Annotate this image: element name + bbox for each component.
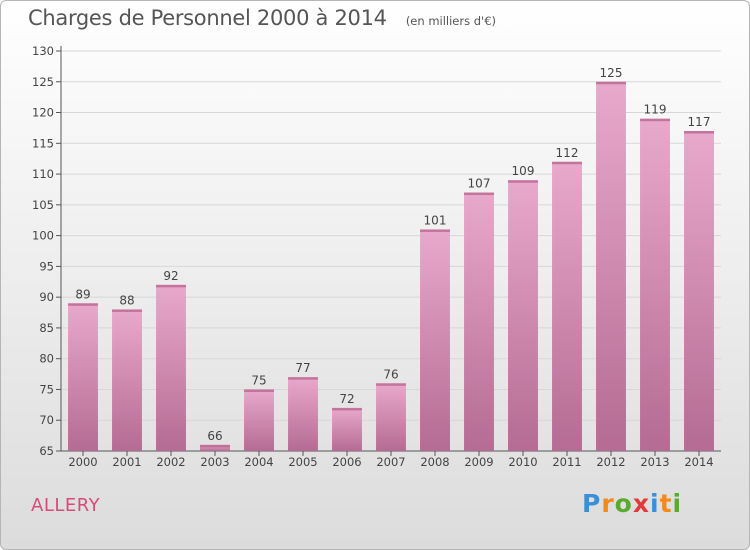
- y-tick-label: 75: [39, 382, 54, 396]
- y-tick-label: 120: [32, 106, 54, 120]
- x-tick-label: 2007: [376, 455, 405, 469]
- data-label: 88: [119, 293, 134, 307]
- data-label: 92: [163, 269, 178, 283]
- bar: [112, 309, 142, 451]
- data-label: 117: [688, 115, 711, 129]
- bar: [552, 161, 582, 451]
- data-label: 75: [251, 373, 266, 387]
- x-tick-label: 2009: [464, 455, 493, 469]
- x-tick-label: 2005: [288, 455, 317, 469]
- bar: [684, 131, 714, 451]
- x-tick-label: 2006: [332, 455, 361, 469]
- y-tick-label: 110: [32, 167, 54, 181]
- bar-top-edge: [376, 383, 406, 386]
- bar-top-edge: [156, 284, 186, 288]
- x-tick-label: 2014: [684, 455, 713, 469]
- bar: [420, 229, 450, 451]
- x-tick-label: 2000: [68, 455, 97, 469]
- bar-top-edge: [464, 192, 494, 196]
- data-label: 76: [383, 367, 398, 381]
- data-label: 109: [512, 164, 535, 178]
- bar-top-edge: [200, 444, 230, 448]
- bar: [68, 303, 98, 451]
- bar: [156, 284, 186, 451]
- chart-title: Charges de Personnel 2000 à 2014: [28, 6, 387, 30]
- bar: [244, 389, 274, 451]
- data-label: 66: [207, 429, 222, 443]
- chart-title-block: Charges de Personnel 2000 à 2014 (en mil…: [28, 6, 496, 30]
- data-label: 125: [600, 66, 623, 80]
- y-tick-label: 80: [39, 352, 54, 366]
- chart-subtitle: (en milliers d'€): [405, 14, 497, 28]
- proxiti-logo: Proxiti: [582, 489, 682, 518]
- y-tick-label: 95: [39, 259, 54, 273]
- x-tick-label: 2002: [156, 455, 185, 469]
- y-tick-label: 100: [32, 229, 54, 243]
- y-tick-label: 105: [32, 198, 54, 212]
- x-tick-label: 2008: [420, 455, 449, 469]
- data-label: 89: [75, 287, 90, 301]
- data-label: 77: [295, 361, 310, 375]
- x-tick-label: 2010: [508, 455, 537, 469]
- bar-top-edge: [508, 180, 538, 183]
- bar-top-edge: [68, 303, 98, 306]
- data-label: 101: [424, 213, 447, 227]
- data-label: 107: [468, 177, 491, 191]
- logo-letter: x: [632, 489, 650, 518]
- y-tick-label: 65: [39, 444, 54, 458]
- bar: [200, 444, 230, 451]
- bar-top-edge: [288, 377, 318, 380]
- logo-letter: P: [582, 489, 602, 518]
- y-tick-label: 90: [39, 290, 54, 304]
- bar: [464, 192, 494, 452]
- y-tick-label: 130: [32, 44, 54, 58]
- data-label: 72: [339, 392, 354, 406]
- data-label: 112: [556, 146, 579, 160]
- x-tick-label: 2013: [640, 455, 669, 469]
- x-tick-label: 2001: [112, 455, 141, 469]
- y-tick-label: 70: [39, 413, 54, 427]
- bar: [376, 383, 406, 451]
- y-tick-label: 85: [39, 321, 54, 335]
- x-tick-label: 2011: [552, 455, 581, 469]
- x-tick-label: 2004: [244, 455, 273, 469]
- y-tick-label: 115: [32, 136, 54, 150]
- data-label: 119: [644, 103, 667, 117]
- logo-letter: i: [672, 489, 683, 518]
- bar-top-edge: [684, 131, 714, 134]
- bar: [640, 118, 670, 451]
- logo-letter: r: [601, 489, 615, 518]
- bar-top-edge: [420, 229, 450, 232]
- bar-top-edge: [552, 161, 582, 165]
- y-tick-label: 125: [32, 75, 54, 89]
- bar-top-edge: [244, 389, 274, 392]
- bar-top-edge: [640, 118, 670, 122]
- commune-name: ALLERY: [31, 495, 101, 516]
- bar: [332, 407, 362, 451]
- logo-letter: i: [650, 489, 660, 518]
- x-tick-label: 2012: [596, 455, 625, 469]
- bar: [596, 81, 626, 452]
- logo-letter: t: [659, 489, 673, 518]
- bar: [288, 377, 318, 451]
- bar-top-edge: [596, 81, 626, 85]
- logo-letter: o: [614, 489, 633, 518]
- bar-top-edge: [112, 309, 142, 312]
- bar-top-edge: [332, 407, 362, 411]
- bar: [508, 180, 538, 451]
- x-tick-label: 2003: [200, 455, 229, 469]
